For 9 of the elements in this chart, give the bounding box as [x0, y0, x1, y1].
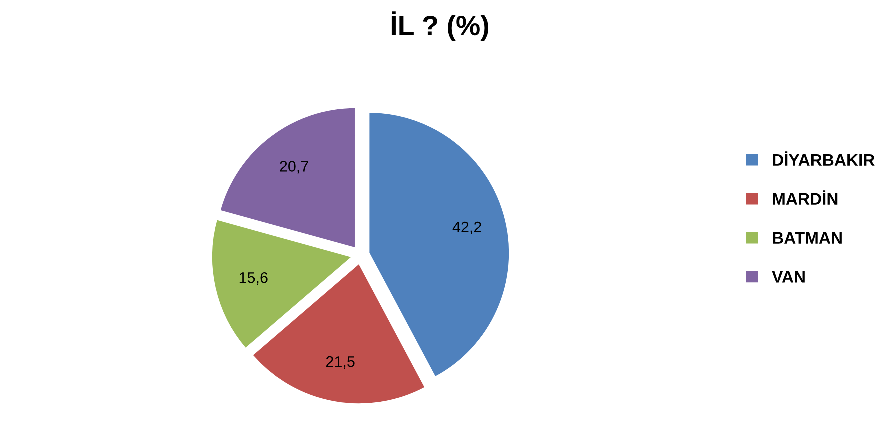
chart-title: İL ? (%) [392, 12, 489, 42]
data-label: 21,5 [326, 356, 355, 370]
data-label: 20,7 [280, 161, 308, 174]
legend-label: VAN [772, 271, 805, 283]
legend-label: DİYARBAKIR [773, 152, 875, 166]
data-label: 42,2 [452, 222, 482, 234]
legend-label: BATMAN [773, 232, 842, 244]
legend-label: MARDİN [773, 190, 838, 205]
data-label: 15,6 [240, 272, 268, 286]
